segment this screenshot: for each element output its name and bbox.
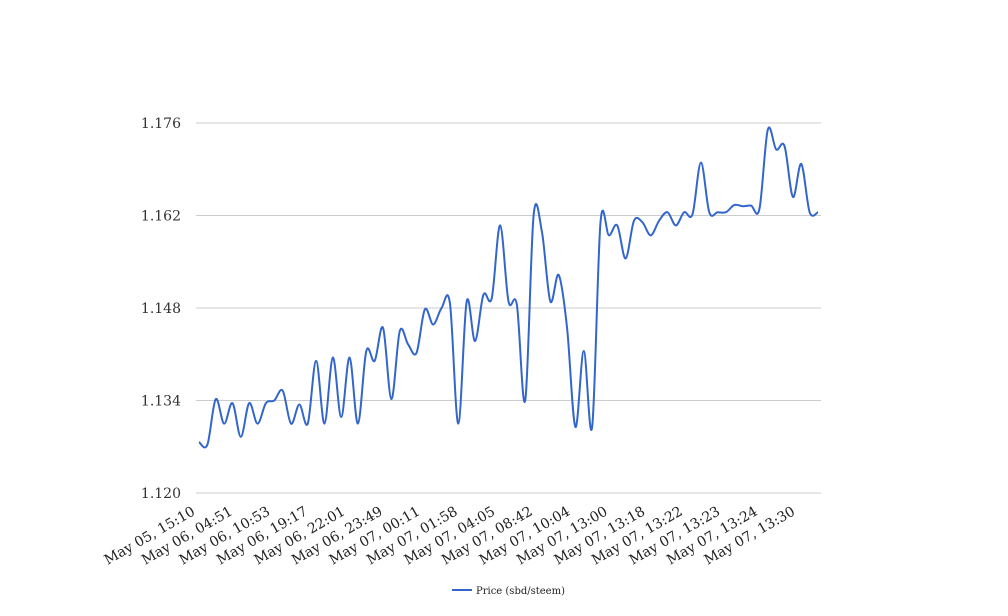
legend-label: Price (sbd/steem) xyxy=(476,586,565,597)
y-tick-label: 1.134 xyxy=(141,394,181,410)
y-tick-label: 1.120 xyxy=(141,486,181,502)
gridlines xyxy=(196,122,821,494)
y-axis-ticks: 1.120 1.134 1.148 1.162 1.176 xyxy=(141,116,181,502)
y-tick-label: 1.176 xyxy=(141,116,181,132)
series-line-price xyxy=(198,126,819,449)
series-layer xyxy=(198,126,819,449)
legend[interactable]: Price (sbd/steem) xyxy=(452,586,565,597)
y-tick-label: 1.162 xyxy=(141,209,181,225)
y-tick-label: 1.148 xyxy=(141,301,181,317)
